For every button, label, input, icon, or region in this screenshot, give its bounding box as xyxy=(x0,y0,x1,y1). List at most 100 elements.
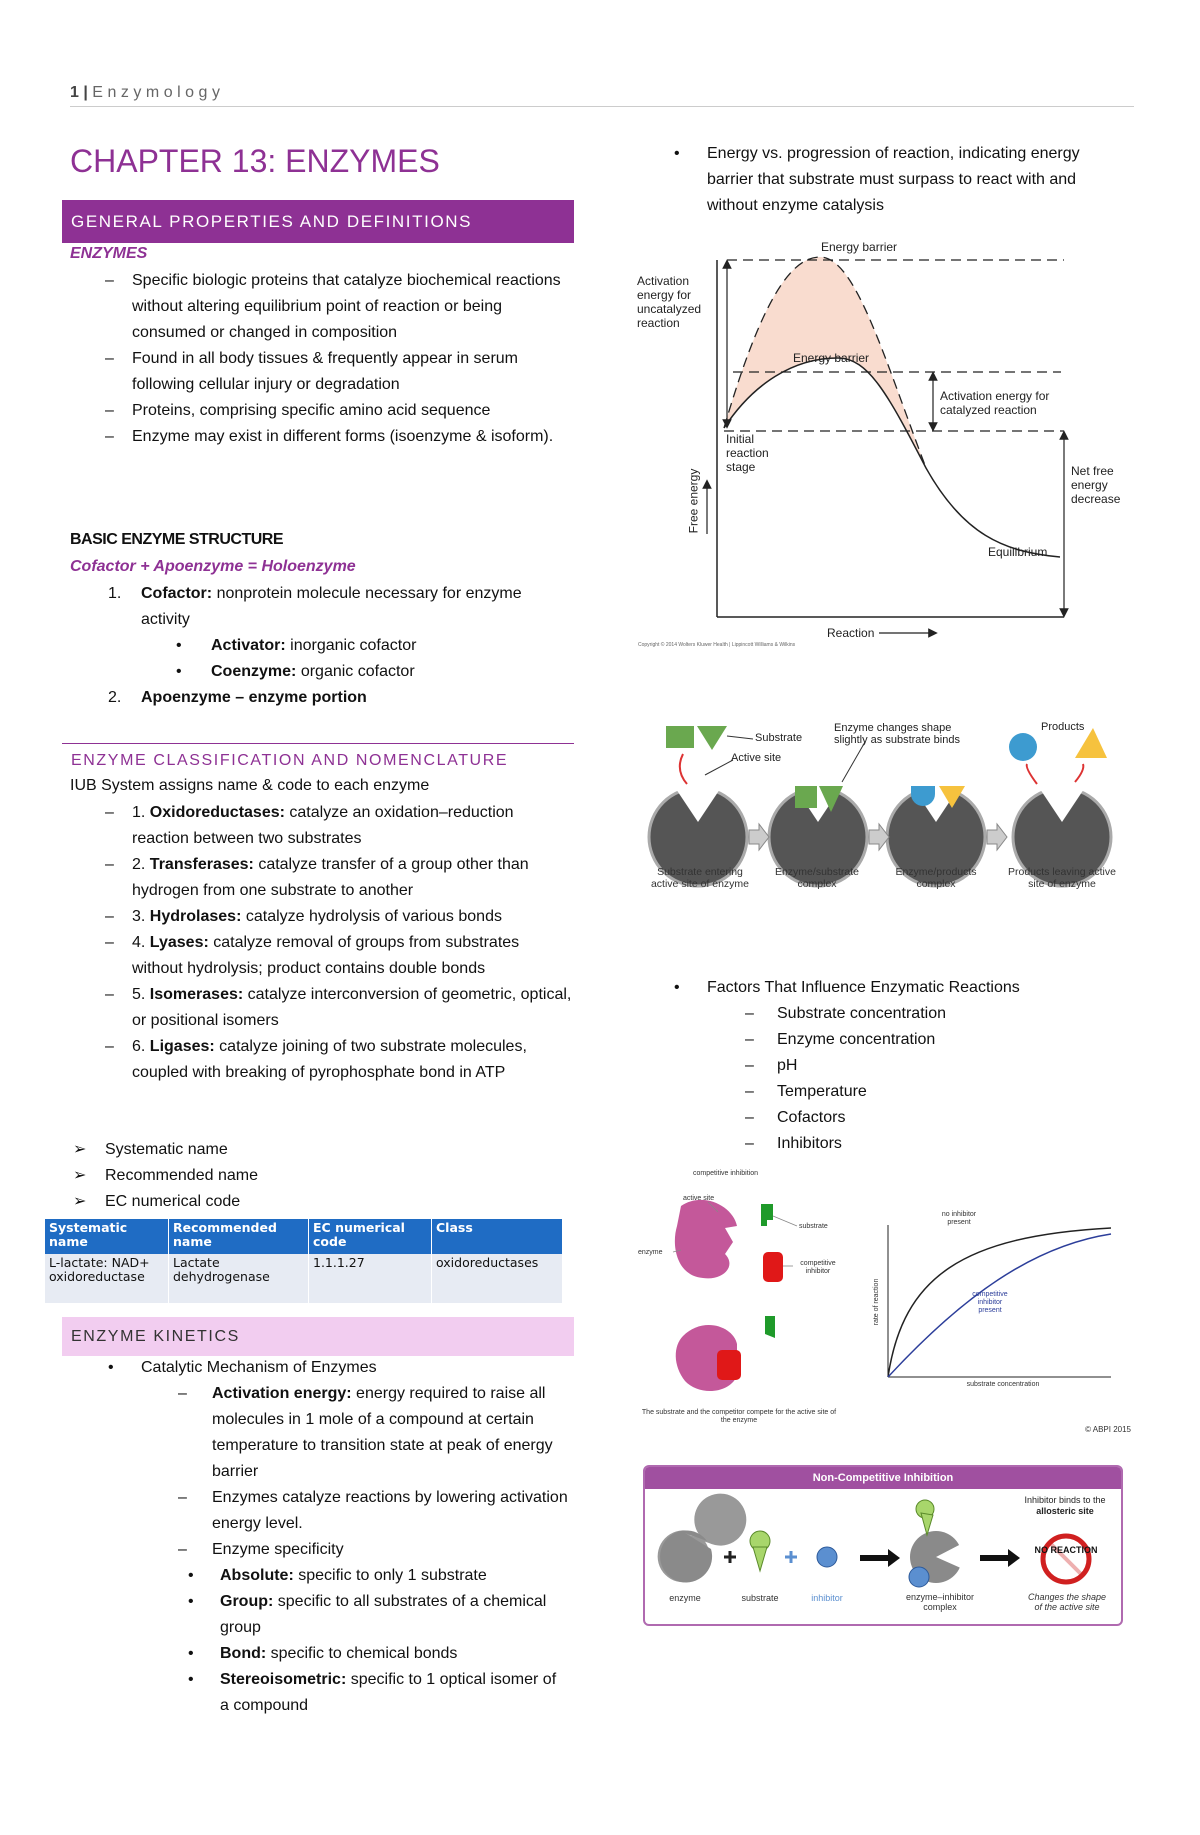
cell: 1.1.1.27 xyxy=(308,1254,432,1303)
list-marker: – xyxy=(178,1541,187,1558)
shape-line xyxy=(672,1249,682,1253)
list-marker: – xyxy=(745,1109,754,1126)
curve-label: competitive inhibitor present xyxy=(972,1291,1008,1314)
shape-line xyxy=(841,741,866,783)
credit: © ABPI 2015 xyxy=(1085,1425,1131,1434)
item-text: Found in all body tissues & frequently a… xyxy=(132,350,518,393)
sub-item: – pH xyxy=(745,1053,1134,1079)
item-text: pH xyxy=(777,1057,798,1074)
step-label: Enzyme/substrate complex xyxy=(774,866,860,890)
list-item: – 6. Ligases: catalyze joining of two sub… xyxy=(105,1034,573,1086)
curve-label: no inhibitor present xyxy=(941,1211,977,1226)
list-marker: ➢ xyxy=(73,1141,87,1158)
list-marker: – xyxy=(105,350,114,367)
noncompetitive-figure: Non-Competitive Inhibition NO REACTION I… xyxy=(643,1465,1123,1626)
list-marker: • xyxy=(674,145,680,162)
figure-label: Changes the shape of the active site xyxy=(1027,1592,1107,1612)
shape-path xyxy=(678,753,688,785)
shape-path xyxy=(1025,763,1038,785)
term: Lyases: xyxy=(149,934,209,951)
list-marker: • xyxy=(188,1593,194,1610)
number: 5. xyxy=(132,986,146,1003)
list-marker: • xyxy=(188,1567,194,1584)
shape-path xyxy=(674,1199,737,1279)
sub-item: – Enzymes catalyze reactions by lowering … xyxy=(178,1485,568,1537)
list-marker: • xyxy=(188,1671,194,1688)
list-marker: – xyxy=(105,934,114,951)
list-marker: • xyxy=(176,637,182,654)
item-text: catalyze joining of two substrate molecu… xyxy=(132,1038,527,1081)
mechanism-figure: Substrate Active site Enzyme changes sha… xyxy=(645,720,1119,897)
term: Group: xyxy=(220,1593,274,1610)
sub-item: • Bond: specific to chemical bonds xyxy=(188,1641,568,1667)
figure-label: Activation energy for catalyzed reaction xyxy=(940,389,1050,417)
caption: The substrate and the competitor compete… xyxy=(641,1409,837,1424)
chapter-title: CHAPTER 13: ENZYMES xyxy=(70,143,440,179)
list-item: • Catalytic Mechanism of Enzymes xyxy=(108,1355,568,1381)
list-marker: – xyxy=(105,986,114,1003)
item-text: nonprotein molecule necessary for enzyme… xyxy=(141,585,522,628)
item-text: Enzymes catalyze reactions by lowering a… xyxy=(212,1489,568,1532)
naming-list: ➢ Systematic name ➢ Recommended name ➢ EC n… xyxy=(73,1137,553,1215)
number: 1. xyxy=(132,804,146,821)
shape-g xyxy=(672,1201,798,1267)
list-marker: – xyxy=(105,1038,114,1055)
noncompetitive-diagram xyxy=(657,1493,1092,1588)
formula: Cofactor + Apoenzyme = Holoenzyme xyxy=(70,558,356,575)
subheading: BASIC ENZYME STRUCTURE xyxy=(70,531,284,548)
axis-label: Reaction xyxy=(827,626,875,640)
figure-label: Initial reaction stage xyxy=(726,432,769,474)
figure-label: Energy barrier xyxy=(793,351,870,365)
shape-polygon xyxy=(986,822,1008,852)
list-marker: • xyxy=(188,1645,194,1662)
axis-label: rate of reaction xyxy=(873,1278,880,1326)
shape-polygon xyxy=(980,1549,1020,1567)
shape-polygon xyxy=(936,1543,963,1569)
list-marker: – xyxy=(105,272,114,289)
item-text: catalyze hydrolysis of various bonds xyxy=(245,908,502,925)
enzymes-list: – Specific biologic proteins that catalyz… xyxy=(105,268,573,450)
shape-g xyxy=(785,1551,797,1563)
list-marker: – xyxy=(105,402,114,419)
figure-label: enzyme–inhibitor complex xyxy=(905,1592,975,1612)
list-marker: – xyxy=(105,856,114,873)
list-item: – 3. Hydrolases: catalyze hydrolysis of v… xyxy=(105,904,573,930)
note-emphasis: allosteric site xyxy=(1036,1506,1094,1516)
energy-figure: Energy barrier Activation energy for unc… xyxy=(633,234,1131,650)
section-heading: ENZYME CLASSIFICATION AND NOMENCLATURE xyxy=(62,743,574,775)
shape-polygon xyxy=(748,822,770,852)
figure-label: inhibitor xyxy=(811,1593,843,1603)
shape-line xyxy=(704,759,734,776)
shape-path xyxy=(887,1233,1112,1378)
term: Isomerases: xyxy=(149,986,244,1003)
structure-list: 1. Cofactor: nonprotein molecule necessar… xyxy=(108,581,548,711)
item-text: Factors That Influence Enzymatic Reactio… xyxy=(707,979,1020,996)
credit: Copyright © 2014 Wolters Kluwer Health |… xyxy=(638,642,796,648)
table-row: L-lactate: NAD+ oxidoreductase Lactate d… xyxy=(45,1254,563,1303)
shape-polygon xyxy=(920,1512,934,1537)
list-marker: – xyxy=(105,908,114,925)
term: Coenzyme: xyxy=(211,663,297,680)
list-item: – Specific biologic proteins that catalyz… xyxy=(105,268,573,346)
item-text: Temperature xyxy=(777,1083,867,1100)
item-text: catalyze an oxidation–reduction reaction… xyxy=(132,804,514,847)
mechanism-diagram xyxy=(647,726,1113,888)
sub-item: • Absolute: specific to only 1 substrate xyxy=(188,1563,568,1589)
figure-label: Net free energy decrease xyxy=(1071,464,1121,506)
figure-label: Equilibrium xyxy=(988,545,1048,559)
term: Stereoisometric: xyxy=(220,1671,347,1688)
item-text: Enzyme specificity xyxy=(212,1541,344,1558)
item-text: Cofactors xyxy=(777,1109,846,1126)
figure-label: competitive inhibitor xyxy=(800,1260,836,1275)
list-marker: • xyxy=(674,979,680,996)
cell: L-lactate: NAD+ oxidoreductase xyxy=(45,1254,169,1303)
figure-label: Products xyxy=(1041,721,1085,733)
section-heading: GENERAL PROPERTIES AND DEFINITIONS xyxy=(62,200,574,243)
shape-line xyxy=(1048,1541,1084,1577)
step-label: Enzyme/products complex xyxy=(895,866,977,890)
shape-circle xyxy=(816,1546,838,1568)
shape-line xyxy=(772,1215,798,1227)
list-marker: – xyxy=(745,1031,754,1048)
shape-polygon xyxy=(819,786,843,812)
intro: IUB System assigns name & code to each e… xyxy=(70,777,430,794)
